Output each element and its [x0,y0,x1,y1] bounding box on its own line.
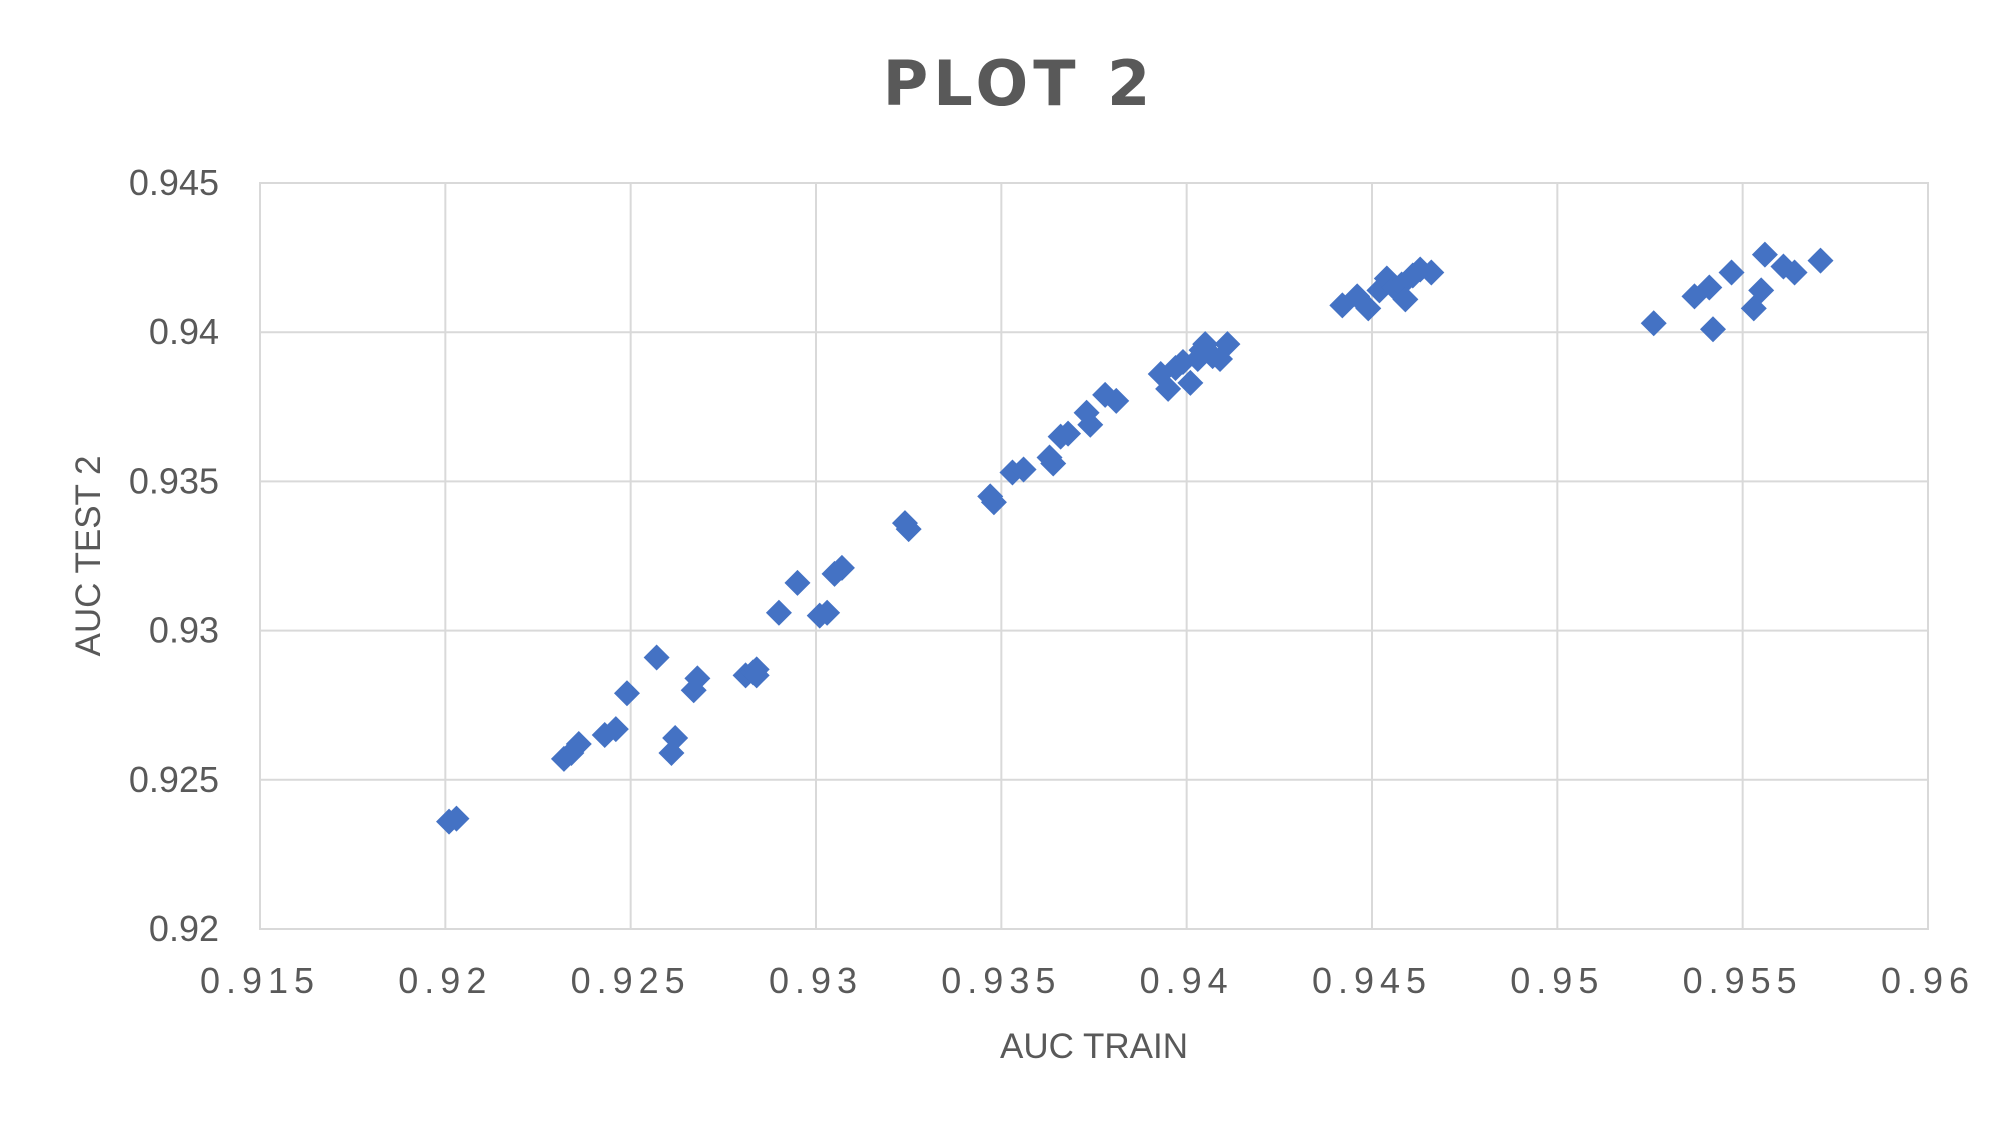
y-tick-label: 0.93 [149,610,219,651]
y-tick-label: 0.925 [129,759,219,800]
x-tick-label: 0.955 [1683,960,1803,1001]
data-point [684,665,711,692]
x-axis-title: AUC TRAIN [1000,1027,1188,1066]
data-point [643,644,670,671]
data-point [743,662,770,689]
data-point [999,459,1026,486]
data-point [1177,369,1204,396]
data-point [1807,247,1834,274]
data-point [980,489,1007,516]
x-tick-label: 0.95 [1510,960,1604,1001]
y-axis-ticks: 0.92 0.925 0.93 0.935 0.94 0.945 [129,162,219,949]
data-point [1040,450,1067,477]
data-point [443,805,470,832]
y-tick-label: 0.935 [129,460,219,501]
data-point [765,599,792,626]
data-point [1751,241,1778,268]
data-point [895,516,922,543]
data-point [1214,331,1241,358]
data-point [1010,456,1037,483]
chart-title: PLOT 2 [883,47,1155,120]
data-point [814,599,841,626]
data-point [1355,295,1382,322]
data-point [1718,259,1745,286]
data-point [1055,420,1082,447]
x-tick-label: 0.94 [1140,960,1234,1001]
data-points [436,241,1834,835]
data-point [1700,316,1727,343]
data-point [613,680,640,707]
x-tick-label: 0.935 [941,960,1061,1001]
data-point [1392,286,1419,313]
y-tick-label: 0.94 [149,311,219,352]
data-point [784,569,811,596]
data-point [1155,375,1182,402]
x-tick-label: 0.925 [571,960,691,1001]
x-axis-ticks: 0.915 0.92 0.925 0.93 0.935 0.94 0.945 0.95 0.95… [200,960,1975,1001]
data-point [1748,277,1775,304]
x-tick-label: 0.93 [769,960,863,1001]
x-tick-label: 0.945 [1312,960,1432,1001]
data-point [1077,411,1104,438]
data-point [1640,310,1667,337]
data-point [1103,387,1130,414]
x-tick-label: 0.92 [398,960,492,1001]
grid [260,183,1928,929]
x-tick-label: 0.96 [1881,960,1975,1001]
data-point [662,725,689,752]
y-tick-label: 0.945 [129,162,219,203]
data-point [828,554,855,581]
data-point [602,716,629,743]
data-point [1418,259,1445,286]
data-point [1781,259,1808,286]
plot-area-frame [259,182,1929,930]
y-tick-label: 0.92 [149,908,219,949]
y-axis-title: AUC TEST 2 [69,456,108,657]
x-tick-label: 0.915 [200,960,320,1001]
data-point [565,730,592,757]
data-point [1696,274,1723,301]
